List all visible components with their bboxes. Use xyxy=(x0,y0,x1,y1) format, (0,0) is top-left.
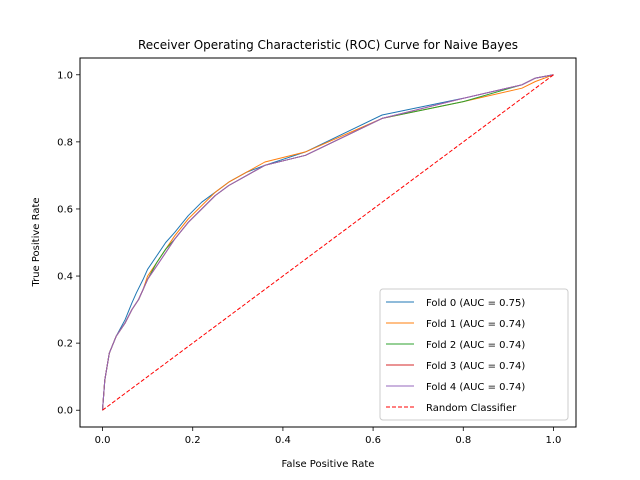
legend-label-2: Fold 2 (AUC = 0.74) xyxy=(426,340,525,351)
plot-area xyxy=(79,57,577,428)
y-axis-label: True Positive Rate xyxy=(31,197,42,287)
chart-title: Receiver Operating Characteristic (ROC) … xyxy=(138,38,518,52)
axes-frame xyxy=(79,57,577,428)
x-tick-label: 0.6 xyxy=(365,435,381,446)
y-tick-label: 0.6 xyxy=(57,204,73,215)
series-line-0 xyxy=(102,74,554,411)
x-tick-label: 0.0 xyxy=(95,435,111,446)
x-axis-label: False Positive Rate xyxy=(282,459,375,470)
legend: Fold 0 (AUC = 0.75) Fold 1 (AUC = 0.74) Fo… xyxy=(379,288,569,421)
legend-label-0: Fold 0 (AUC = 0.75) xyxy=(426,298,525,309)
y-tick-label: 0.4 xyxy=(57,272,73,283)
series-line-5 xyxy=(102,74,554,411)
legend-label-3: Fold 3 (AUC = 0.74) xyxy=(426,361,525,372)
x-tick-label: 0.4 xyxy=(275,435,291,446)
y-axis: 0.0 0.2 0.4 0.6 0.8 1.0 xyxy=(57,70,80,417)
x-tick-label: 1.0 xyxy=(546,435,562,446)
y-tick-label: 0.8 xyxy=(57,137,73,148)
legend-label-1: Fold 1 (AUC = 0.74) xyxy=(426,319,525,330)
legend-box xyxy=(379,288,569,421)
x-tick-label: 0.8 xyxy=(455,435,471,446)
x-axis: 0.0 0.2 0.4 0.6 0.8 1.0 xyxy=(95,427,562,446)
y-tick-label: 0.0 xyxy=(57,406,73,417)
series-lines xyxy=(102,74,554,411)
x-tick-label: 0.2 xyxy=(185,435,201,446)
legend-label-5: Random Classifier xyxy=(426,403,517,414)
y-tick-label: 0.2 xyxy=(57,339,73,350)
series-line-4 xyxy=(102,74,554,411)
legend-label-4: Fold 4 (AUC = 0.74) xyxy=(426,382,525,393)
y-tick-label: 1.0 xyxy=(57,70,73,81)
